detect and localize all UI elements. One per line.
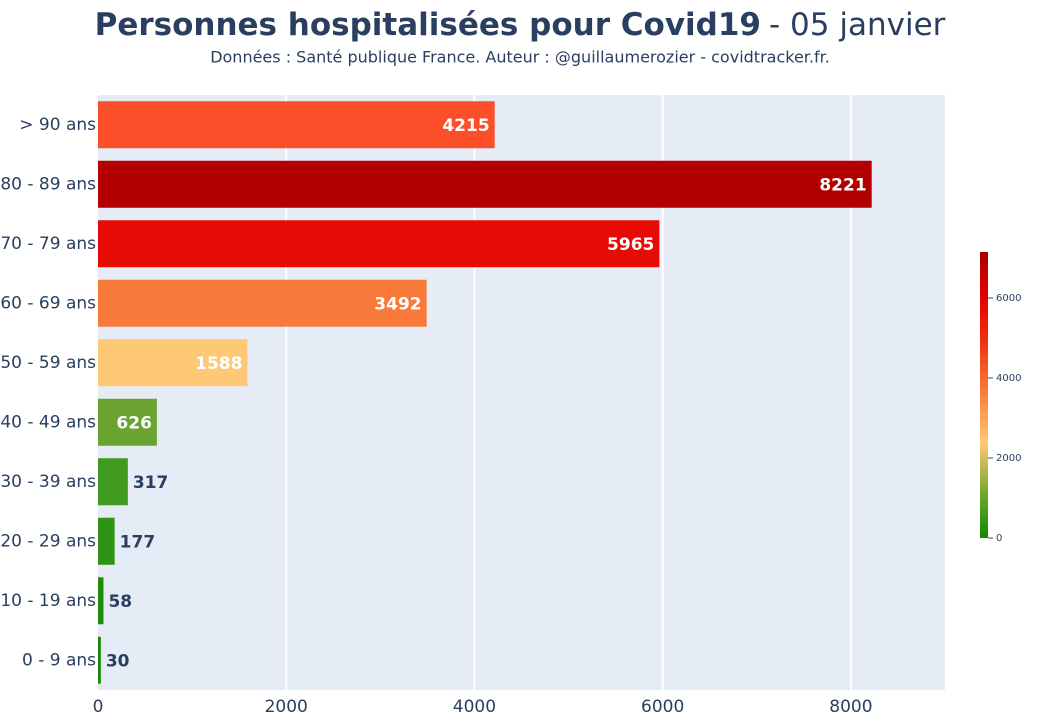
value-label: 30 xyxy=(106,651,130,671)
bar xyxy=(98,160,872,208)
y-tick-label: 10 - 19 ans xyxy=(0,591,96,611)
bar xyxy=(98,339,248,387)
x-tick-label: 0 xyxy=(93,697,104,717)
bar xyxy=(98,398,157,446)
y-tick-label: 20 - 29 ans xyxy=(0,531,96,551)
bar xyxy=(98,279,427,327)
value-label: 5965 xyxy=(607,235,654,255)
value-label: 8221 xyxy=(819,175,866,195)
y-tick-label: 80 - 89 ans xyxy=(0,174,96,194)
value-label: 317 xyxy=(133,473,169,493)
x-tick-label: 8000 xyxy=(829,697,872,717)
title-suffix: - 05 janvier xyxy=(769,7,946,43)
subtitle: Données : Santé publique France. Auteur … xyxy=(210,48,830,67)
title-main: Personnes hospitalisées pour Covid19 xyxy=(95,7,761,43)
value-label: 177 xyxy=(120,532,156,552)
chart-title: Personnes hospitalisées pour Covid19- 05… xyxy=(95,7,946,43)
colorbar-tick-label: 4000 xyxy=(996,373,1021,384)
bar xyxy=(98,101,495,149)
y-tick-label: 0 - 9 ans xyxy=(22,650,96,670)
y-tick-label: 50 - 59 ans xyxy=(0,353,96,373)
x-tick-label: 2000 xyxy=(265,697,308,717)
bar xyxy=(98,517,115,565)
y-tick-label: 70 - 79 ans xyxy=(0,234,96,254)
x-tick-label: 4000 xyxy=(453,697,496,717)
value-label: 58 xyxy=(108,592,132,612)
colorbar-tick-label: 6000 xyxy=(996,293,1021,304)
y-tick-label: 30 - 39 ans xyxy=(0,472,96,492)
y-tick-label: 60 - 69 ans xyxy=(0,293,96,313)
value-label: 4215 xyxy=(442,116,489,136)
colorbar-tick-label: 2000 xyxy=(996,453,1021,464)
value-label: 3492 xyxy=(374,294,421,314)
value-label: 626 xyxy=(116,413,152,433)
bar xyxy=(98,636,101,684)
y-tick-label: > 90 ans xyxy=(19,115,96,135)
y-tick-label: 40 - 49 ans xyxy=(0,412,96,432)
colorbar-tick-label: 0 xyxy=(996,533,1002,544)
bar xyxy=(98,577,104,625)
x-tick-label: 6000 xyxy=(641,697,684,717)
value-label: 1588 xyxy=(195,354,242,374)
bar xyxy=(98,220,660,268)
bar xyxy=(98,458,128,506)
colorbar xyxy=(980,252,988,538)
